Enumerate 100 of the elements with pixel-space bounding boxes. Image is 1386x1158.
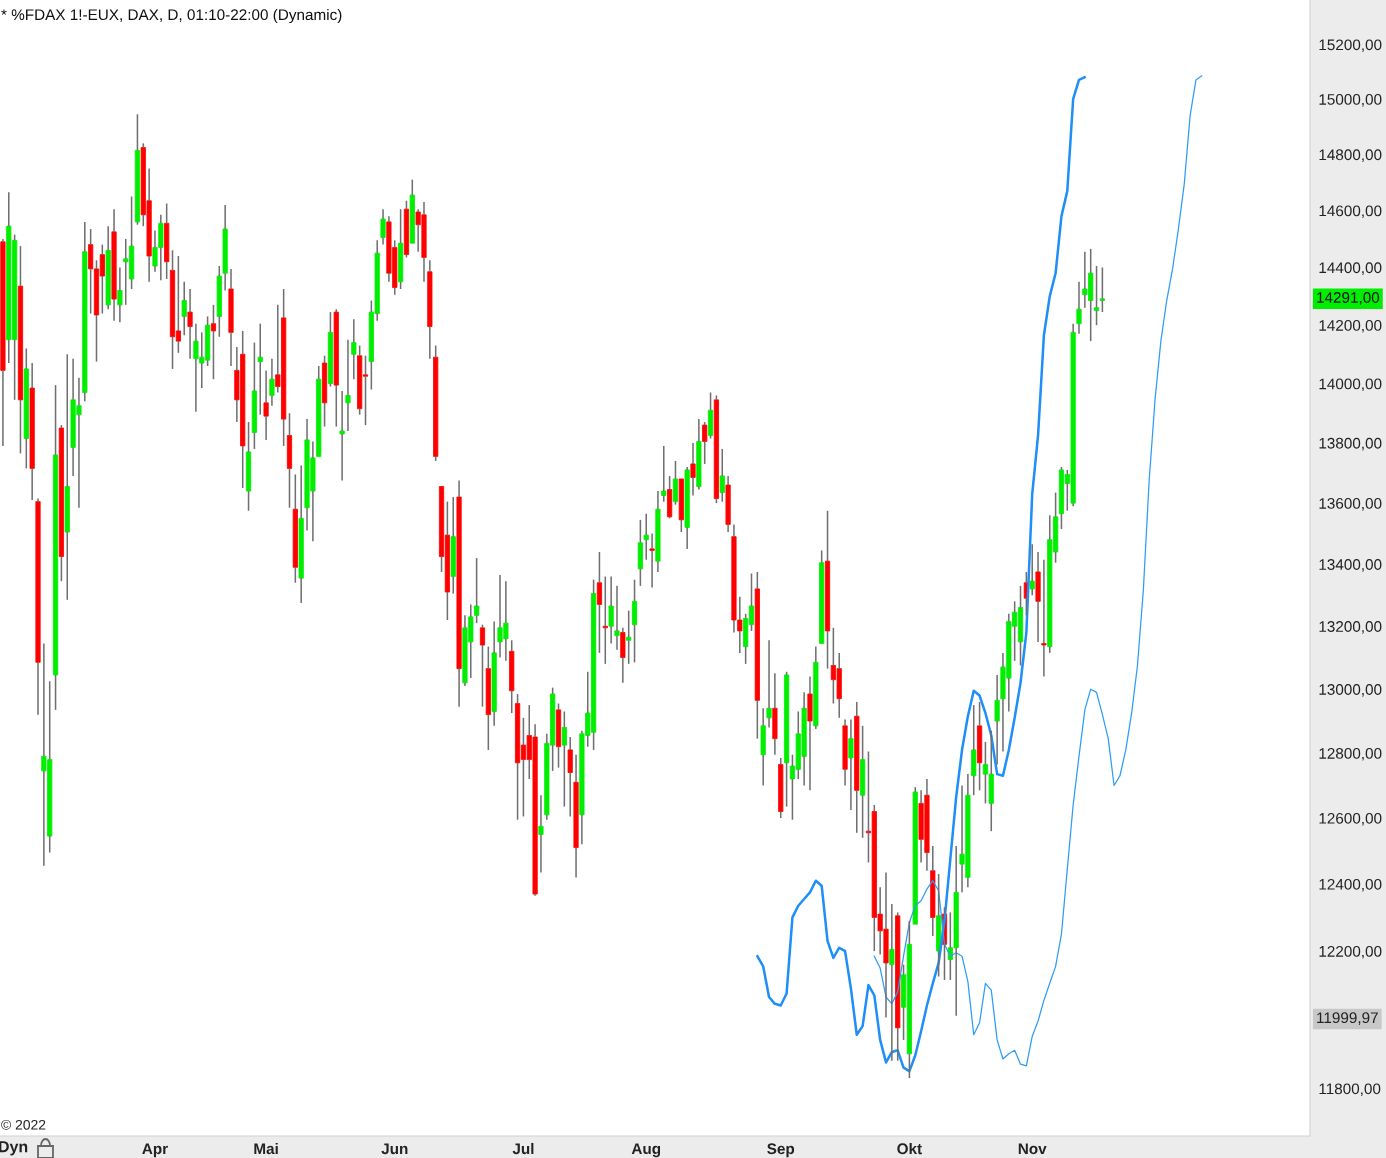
- candlestick: [380, 208, 386, 246]
- line-series: [756, 75, 1087, 1073]
- y-tick-label: 12800,00: [1319, 748, 1382, 761]
- y-tick-label: 14200,00: [1319, 320, 1382, 333]
- candlestick: [245, 421, 252, 512]
- candlestick: [631, 578, 638, 664]
- y-tick-label: 14000,00: [1319, 378, 1382, 392]
- x-tick-label: Aug: [631, 1143, 661, 1158]
- candlestick: [614, 585, 620, 651]
- candlestick: [456, 479, 462, 708]
- candlestick: [725, 475, 731, 533]
- candlestick: [485, 645, 491, 751]
- y-tick-label: 14800,00: [1319, 149, 1382, 162]
- candlestick: [105, 225, 111, 310]
- candlestick: [655, 490, 661, 573]
- candlestick: [596, 551, 603, 654]
- candlestick: [573, 753, 579, 879]
- candlestick: [889, 903, 895, 1062]
- candlestick: [807, 675, 813, 792]
- y-tick-label: 13000,00: [1319, 684, 1382, 697]
- x-tick-label: Jul: [512, 1142, 534, 1155]
- candlestick: [661, 445, 667, 503]
- candlestick: [351, 318, 357, 380]
- y-tick-label: 11800,00: [1319, 1083, 1381, 1097]
- candlestick: [339, 390, 345, 482]
- line-series: [873, 75, 1203, 1067]
- candlestick: [210, 304, 217, 380]
- text: 11999,97: [1317, 1012, 1378, 1025]
- candlestick: [111, 208, 117, 322]
- y-tick-label: 12400,00: [1319, 878, 1382, 892]
- text: Dyn: [0, 1141, 28, 1156]
- candlestick: [860, 725, 866, 839]
- candlestick: [912, 786, 918, 925]
- candlestick: [930, 845, 936, 937]
- candlestick: [82, 221, 88, 403]
- candlestick: [778, 757, 784, 819]
- x-tick-label: Sep: [767, 1143, 795, 1158]
- candlestick: [187, 288, 193, 360]
- candlestick: [17, 245, 24, 455]
- candlestick: [0, 238, 6, 447]
- candlestick: [854, 701, 860, 834]
- candlestick: [994, 674, 1000, 766]
- candlestick: [936, 873, 942, 978]
- x-tick-label: Nov: [1018, 1143, 1047, 1155]
- candlestick: [626, 609, 632, 665]
- candlestick: [263, 369, 269, 441]
- y-tick-label: 15200,00: [1319, 39, 1382, 53]
- candlestick: [684, 466, 690, 550]
- candlestick: [181, 281, 187, 337]
- candlestick: [602, 575, 608, 665]
- candlestick: [427, 259, 433, 360]
- candlestick: [538, 794, 544, 874]
- candlestick: [649, 532, 655, 589]
- x-tick-label: Jun: [381, 1143, 408, 1155]
- candlestick: [228, 268, 234, 367]
- y-tick-label: 14400,00: [1319, 262, 1382, 275]
- candlestick: [696, 418, 702, 491]
- y-tick-label: 15000,00: [1319, 94, 1382, 107]
- candlestick: [976, 701, 983, 792]
- candlestick: [1029, 543, 1035, 596]
- candlestick: [842, 718, 848, 787]
- y-tick-label: 12200,00: [1319, 945, 1382, 959]
- y-tick-label: 14600,00: [1319, 205, 1382, 219]
- candlestick: [257, 322, 263, 416]
- candlestick: [286, 412, 293, 509]
- candlestick: [269, 357, 275, 407]
- y-tick-label: 12600,00: [1319, 812, 1382, 826]
- candlestick: [567, 736, 573, 818]
- candlestick: [643, 513, 649, 561]
- candlestick: [1076, 281, 1082, 335]
- x-tick-label: Mai: [254, 1142, 278, 1155]
- annotation: © 2022: [1, 1119, 46, 1130]
- candlestick: [608, 575, 614, 645]
- y-tick-label: 13400,00: [1319, 559, 1382, 572]
- candlestick: [690, 442, 696, 497]
- candlestick: [64, 353, 70, 601]
- y-tick-label: 13800,00: [1319, 437, 1382, 451]
- candlestick: [766, 639, 772, 729]
- candlestick: [29, 362, 35, 501]
- candlestick: [760, 707, 766, 787]
- candlestick: [345, 338, 351, 432]
- candlestick: [1041, 558, 1047, 678]
- x-tick-label: Apr: [142, 1143, 168, 1158]
- candlestick: [117, 266, 123, 323]
- y-tick-label: 13600,00: [1319, 498, 1382, 511]
- candlestick: [620, 627, 626, 684]
- candlestick: [23, 347, 29, 470]
- candlestick: [1035, 551, 1041, 643]
- candlestick: [719, 448, 725, 503]
- candlestick: [298, 464, 304, 604]
- candlestick: [222, 204, 228, 292]
- candlestick: [35, 497, 41, 716]
- candlestick: [52, 384, 59, 711]
- candlestick: [450, 496, 456, 595]
- candlestick: [848, 718, 854, 811]
- candlestick: [813, 645, 819, 730]
- candlestick: [491, 620, 497, 727]
- candlestick: [824, 509, 831, 670]
- candlestick: [772, 672, 778, 756]
- x-tick-label: Okt: [897, 1142, 922, 1155]
